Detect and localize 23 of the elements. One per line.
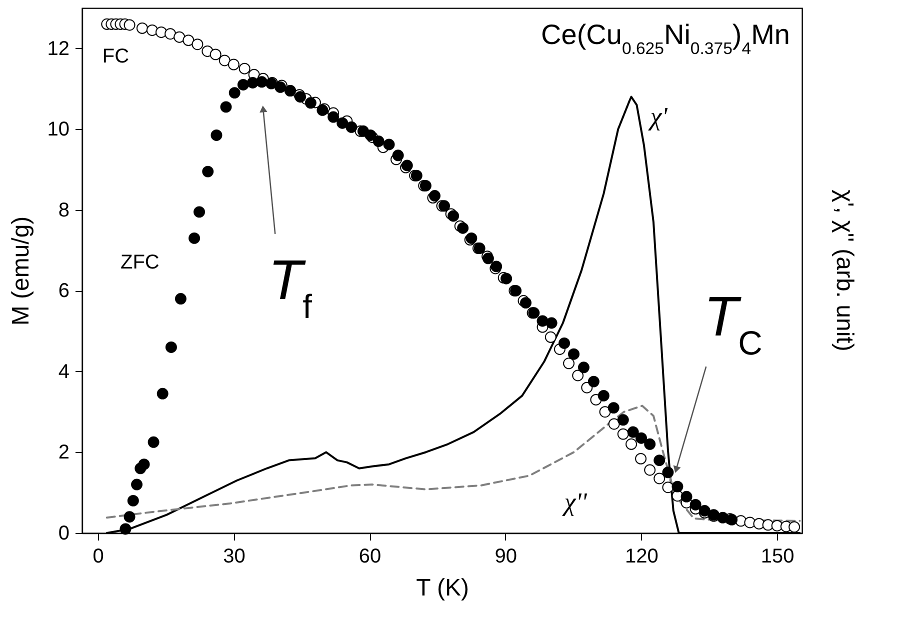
y-tick-label: 8 xyxy=(58,199,70,222)
y-tick-label: 12 xyxy=(47,38,70,60)
series-label: FC xyxy=(102,45,130,68)
y-axis-title: M (emu/g) xyxy=(7,216,34,326)
y-tick-label: 10 xyxy=(47,118,70,141)
x-tick-label: 90 xyxy=(494,546,518,568)
x-tick-label: 120 xyxy=(625,546,658,568)
annotation: T$_{C}$ xyxy=(704,284,762,362)
y-tick-label: 6 xyxy=(58,280,70,302)
annotation: T$_{f}$ xyxy=(268,248,313,326)
x-tick-label: 150 xyxy=(760,546,794,568)
y-tick-label: 2 xyxy=(58,442,70,464)
x-axis-title: T (K) xyxy=(416,574,469,602)
x-tick-label: 0 xyxy=(92,546,104,568)
y2-axis-title: χ', χ'' (arb. unit) xyxy=(831,190,858,352)
y-tick-label: 4 xyxy=(58,360,70,383)
text: Ce(Cu$_{0.625}$Ni$_{0.375}$)$_{4}$Mn xyxy=(541,19,790,58)
series-label: ZFC xyxy=(120,251,160,274)
x-tick-label: 30 xyxy=(223,546,246,568)
series-label: χ'' xyxy=(561,488,588,517)
series-label: χ' xyxy=(647,102,668,132)
x-tick-label: 60 xyxy=(358,546,382,568)
y-tick-label: 0 xyxy=(58,522,70,544)
